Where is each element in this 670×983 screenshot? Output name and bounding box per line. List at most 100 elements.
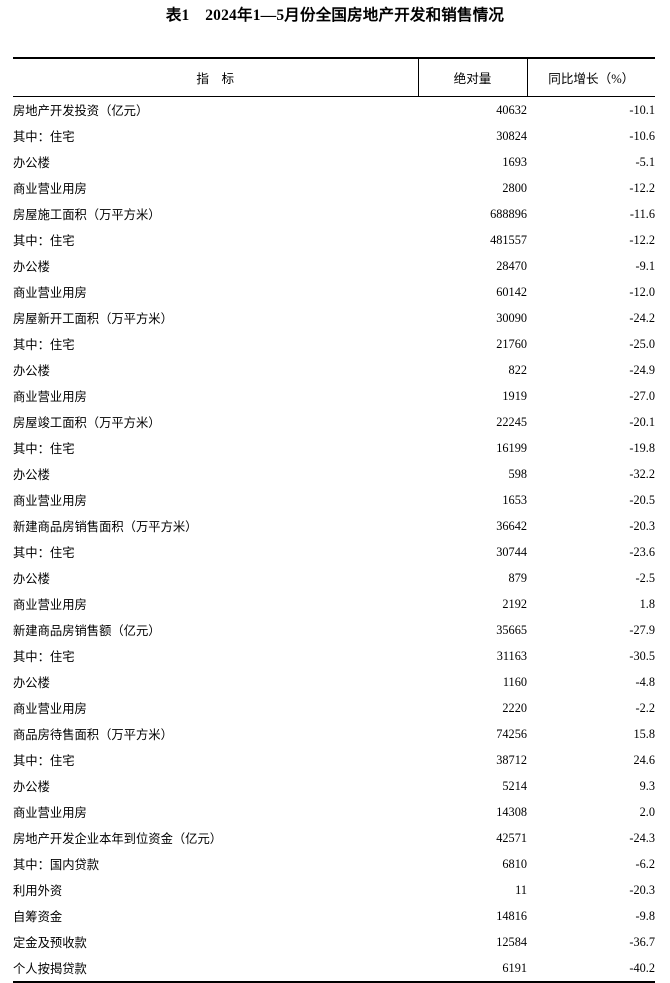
table-row: 房地产开发企业本年到位资金（亿元） 42571 -24.3 xyxy=(13,825,655,851)
row-label: 个人按揭贷款 xyxy=(13,955,418,983)
table-row: 办公楼 879 -2.5 xyxy=(13,565,655,591)
row-yoy-growth-value: -4.8 xyxy=(635,674,655,689)
table-row: 商业营业用房 14308 2.0 xyxy=(13,799,655,825)
row-absolute-value: 481557 xyxy=(490,232,527,247)
row-label: 办公楼 xyxy=(13,780,50,794)
table-row: 房地产开发投资（亿元） 40632 -10.1 xyxy=(13,97,655,124)
table-container: 指 标 绝对量 同比增长（%） 房地产开发投资（亿元） 40632 -10.1 其中：… xyxy=(13,57,655,983)
table-row: 自筹资金 14816 -9.8 xyxy=(13,903,655,929)
row-yoy-growth-value: -12.0 xyxy=(629,284,655,299)
row-absolute-value: 14816 xyxy=(496,908,527,923)
table-row: 房屋新开工面积（万平方米） 30090 -24.2 xyxy=(13,305,655,331)
row-yoy-growth-value: 9.3 xyxy=(639,778,655,793)
table-row: 办公楼 28470 -9.1 xyxy=(13,253,655,279)
table-header: 指 标 绝对量 同比增长（%） xyxy=(13,57,655,97)
row-label: 房屋新开工面积（万平方米） xyxy=(13,312,173,326)
table-row: 利用外资 11 -20.3 xyxy=(13,877,655,903)
row-yoy-growth-value: -10.6 xyxy=(629,128,655,143)
column-header-indicator: 指 标 xyxy=(13,57,418,97)
table-row: 其中：国内贷款 6810 -6.2 xyxy=(13,851,655,877)
row-label: 房地产开发投资（亿元） xyxy=(13,104,149,118)
table-row: 其中：住宅 481557 -12.2 xyxy=(13,227,655,253)
row-yoy-growth-value: -20.3 xyxy=(629,882,655,897)
table-row: 商业营业用房 2220 -2.2 xyxy=(13,695,655,721)
row-absolute-value: 11 xyxy=(515,882,527,897)
row-absolute-value: 60142 xyxy=(496,284,527,299)
table-row: 其中：住宅 30744 -23.6 xyxy=(13,539,655,565)
row-absolute-value: 12584 xyxy=(496,934,527,949)
row-label: 房屋施工面积（万平方米） xyxy=(13,208,161,222)
row-label: 房屋竣工面积（万平方米） xyxy=(13,416,161,430)
row-absolute-value: 6810 xyxy=(502,856,527,871)
real-estate-statistics-table: 指 标 绝对量 同比增长（%） 房地产开发投资（亿元） 40632 -10.1 其中：… xyxy=(13,57,655,983)
row-yoy-growth-value: -12.2 xyxy=(629,232,655,247)
row-label: 办公楼 xyxy=(13,364,50,378)
row-absolute-value: 28470 xyxy=(496,258,527,273)
row-yoy-growth-value: -11.6 xyxy=(629,206,655,221)
row-yoy-growth-value: -24.2 xyxy=(629,310,655,325)
table-row: 商业营业用房 1653 -20.5 xyxy=(13,487,655,513)
row-yoy-growth-value: -20.1 xyxy=(629,414,655,429)
row-yoy-growth-value: 1.8 xyxy=(639,596,655,611)
row-absolute-value: 38712 xyxy=(496,752,527,767)
row-absolute-value: 822 xyxy=(508,362,527,377)
row-absolute-value: 1919 xyxy=(502,388,527,403)
row-label: 其中：国内贷款 xyxy=(13,858,100,872)
row-yoy-growth-value: -20.5 xyxy=(629,492,655,507)
row-absolute-value: 30824 xyxy=(496,128,527,143)
row-label: 自筹资金 xyxy=(13,910,63,924)
row-yoy-growth-value: -40.2 xyxy=(527,955,655,983)
table-row: 办公楼 5214 9.3 xyxy=(13,773,655,799)
table-row: 房屋施工面积（万平方米） 688896 -11.6 xyxy=(13,201,655,227)
row-label: 商业营业用房 xyxy=(13,286,87,300)
row-label: 新建商品房销售面积（万平方米） xyxy=(13,520,198,534)
row-yoy-growth-value: 24.6 xyxy=(633,752,655,767)
row-absolute-value: 1693 xyxy=(502,154,527,169)
row-yoy-growth-value: -30.5 xyxy=(629,648,655,663)
row-yoy-growth-value: -5.1 xyxy=(635,154,655,169)
table-row: 办公楼 1160 -4.8 xyxy=(13,669,655,695)
row-label: 办公楼 xyxy=(13,156,50,170)
row-label: 其中：住宅 xyxy=(13,130,75,144)
row-yoy-growth-value: -24.9 xyxy=(629,362,655,377)
table-row: 个人按揭贷款 6191 -40.2 xyxy=(13,955,655,983)
row-label: 办公楼 xyxy=(13,260,50,274)
table-row: 办公楼 598 -32.2 xyxy=(13,461,655,487)
row-absolute-value: 1653 xyxy=(502,492,527,507)
row-yoy-growth-value: -27.9 xyxy=(629,622,655,637)
row-yoy-growth-value: -10.1 xyxy=(629,102,655,117)
table-row: 其中：住宅 16199 -19.8 xyxy=(13,435,655,461)
row-label: 办公楼 xyxy=(13,676,50,690)
row-absolute-value: 688896 xyxy=(490,206,527,221)
table-row: 其中：住宅 31163 -30.5 xyxy=(13,643,655,669)
row-label: 商业营业用房 xyxy=(13,494,87,508)
row-absolute-value: 22245 xyxy=(496,414,527,429)
table-row: 商业营业用房 60142 -12.0 xyxy=(13,279,655,305)
row-label: 商业营业用房 xyxy=(13,702,87,716)
row-label: 商业营业用房 xyxy=(13,390,87,404)
table-row: 商品房待售面积（万平方米） 74256 15.8 xyxy=(13,721,655,747)
row-label: 其中：住宅 xyxy=(13,442,75,456)
row-label: 房地产开发企业本年到位资金（亿元） xyxy=(13,832,223,846)
table-row: 其中：住宅 30824 -10.6 xyxy=(13,123,655,149)
column-header-yoy-growth: 同比增长（%） xyxy=(526,57,655,97)
row-yoy-growth-value: -19.8 xyxy=(629,440,655,455)
row-label: 其中：住宅 xyxy=(13,754,75,768)
row-absolute-value: 21760 xyxy=(496,336,527,351)
row-yoy-growth-value: -12.2 xyxy=(629,180,655,195)
row-absolute-value: 6191 xyxy=(418,955,527,983)
row-label: 商业营业用房 xyxy=(13,806,87,820)
row-absolute-value: 16199 xyxy=(496,440,527,455)
row-yoy-growth-value: -25.0 xyxy=(629,336,655,351)
row-yoy-growth-value: -9.8 xyxy=(635,908,655,923)
row-absolute-value: 598 xyxy=(508,466,527,481)
table-header-row: 指 标 绝对量 同比增长（%） xyxy=(13,57,655,97)
row-yoy-growth-value: -32.2 xyxy=(629,466,655,481)
row-label: 商业营业用房 xyxy=(13,598,87,612)
row-label: 商业营业用房 xyxy=(13,182,87,196)
row-absolute-value: 30090 xyxy=(496,310,527,325)
row-label: 新建商品房销售额（亿元） xyxy=(13,624,161,638)
table-row: 其中：住宅 21760 -25.0 xyxy=(13,331,655,357)
table-row: 房屋竣工面积（万平方米） 22245 -20.1 xyxy=(13,409,655,435)
row-absolute-value: 31163 xyxy=(496,648,527,663)
